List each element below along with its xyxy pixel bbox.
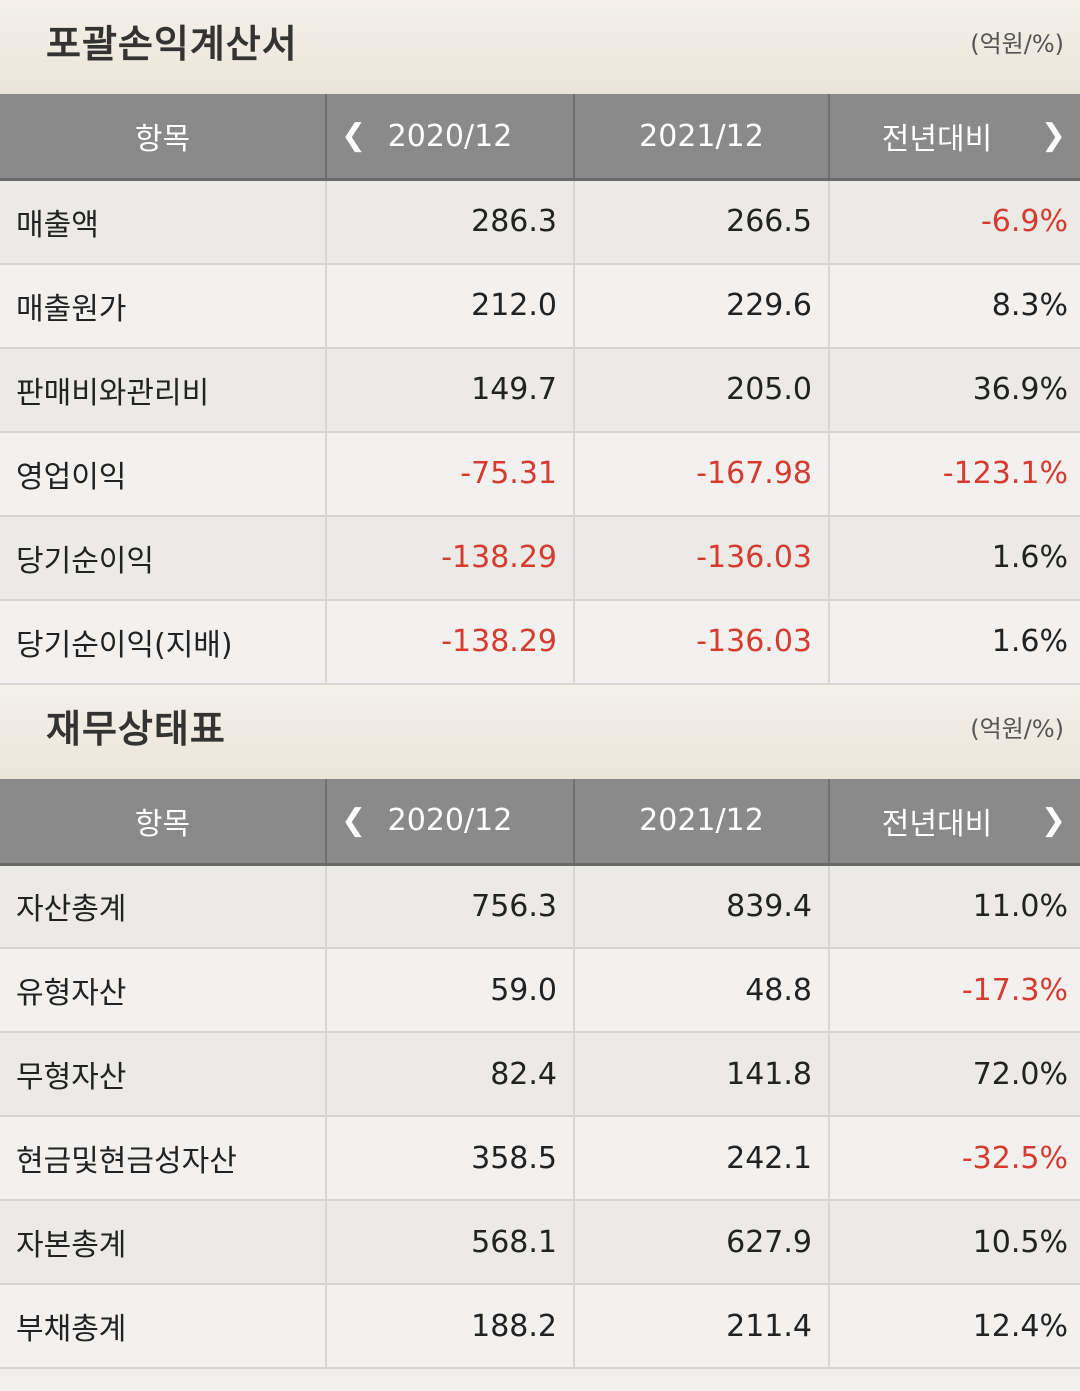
value-2020: 756.3: [326, 864, 575, 949]
value-yoy: 10.5%: [829, 1200, 1080, 1285]
column-header-2021: 2021/12: [574, 778, 830, 866]
row-label: 매출원가: [0, 263, 327, 349]
row-label: 당기순이익: [0, 515, 327, 601]
row-label: 영업이익: [0, 431, 327, 517]
value-2020: 82.4: [326, 1032, 575, 1117]
value-yoy: 12.4%: [829, 1284, 1080, 1369]
value-yoy: -17.3%: [829, 948, 1080, 1033]
table-row: 부채총계 188.2 211.4 12.4%: [0, 1284, 1080, 1369]
table-row: 유형자산 59.0 48.8 -17.3%: [0, 948, 1080, 1033]
value-2021: -136.03: [574, 599, 830, 685]
section-title: 포괄손익계산서: [46, 22, 298, 66]
value-2021: 141.8: [574, 1032, 830, 1117]
table-row: 판매비와관리비 149.7 205.0 36.9%: [0, 347, 1080, 433]
table-header-row: 항목 ❮ 2020/12 2021/12 전년대비 ❯: [0, 778, 1080, 866]
value-2021: -167.98: [574, 431, 830, 517]
value-2020: 59.0: [326, 948, 575, 1033]
unit-label: (억원/%): [970, 714, 1064, 743]
value-yoy: -123.1%: [829, 431, 1080, 517]
value-2021: 839.4: [574, 864, 830, 949]
value-2020: -138.29: [326, 515, 575, 601]
value-2021: 266.5: [574, 179, 830, 265]
column-header-item: 항목: [0, 94, 327, 181]
table-row: 당기순이익(지배) -138.29 -136.03 1.6%: [0, 599, 1080, 685]
value-yoy: 72.0%: [829, 1032, 1080, 1117]
table-row: 당기순이익 -138.29 -136.03 1.6%: [0, 515, 1080, 601]
value-2020: -138.29: [326, 599, 575, 685]
value-2020: -75.31: [326, 431, 575, 517]
value-2021: 242.1: [574, 1116, 830, 1201]
value-2020: 358.5: [326, 1116, 575, 1201]
row-label: 자본총계: [0, 1200, 327, 1285]
value-yoy: 1.6%: [829, 515, 1080, 601]
balance-sheet-header: 재무상태표 (억원/%): [0, 684, 1080, 779]
value-2021: 48.8: [574, 948, 830, 1033]
value-2021: 229.6: [574, 263, 830, 349]
table-row: 무형자산 82.4 141.8 72.0%: [0, 1032, 1080, 1117]
row-label: 무형자산: [0, 1032, 327, 1117]
row-label: 유형자산: [0, 948, 327, 1033]
value-2021: 627.9: [574, 1200, 830, 1285]
column-header-2020: ❮ 2020/12: [326, 778, 575, 866]
table-row: 매출원가 212.0 229.6 8.3%: [0, 263, 1080, 349]
column-header-yoy: 전년대비 ❯: [829, 778, 1080, 866]
column-header-2020: ❮ 2020/12: [326, 94, 575, 181]
value-2021: 205.0: [574, 347, 830, 433]
column-header-2021: 2021/12: [574, 94, 830, 181]
value-2020: 286.3: [326, 179, 575, 265]
chevron-left-icon[interactable]: ❮: [341, 118, 367, 153]
value-yoy: 8.3%: [829, 263, 1080, 349]
value-2020: 212.0: [326, 263, 575, 349]
row-label: 매출액: [0, 179, 327, 265]
row-label: 당기순이익(지배): [0, 599, 327, 685]
value-2020: 149.7: [326, 347, 575, 433]
row-label: 판매비와관리비: [0, 347, 327, 433]
value-2021: -136.03: [574, 515, 830, 601]
value-2021: 211.4: [574, 1284, 830, 1369]
table-row: 영업이익 -75.31 -167.98 -123.1%: [0, 431, 1080, 517]
column-header-item: 항목: [0, 778, 327, 866]
table-header-row: 항목 ❮ 2020/12 2021/12 전년대비 ❯: [0, 94, 1080, 181]
unit-label: (억원/%): [970, 30, 1064, 58]
value-2020: 188.2: [326, 1284, 575, 1369]
value-yoy: 1.6%: [829, 599, 1080, 685]
table-row: 자본총계 568.1 627.9 10.5%: [0, 1200, 1080, 1285]
value-yoy: 36.9%: [829, 347, 1080, 433]
value-yoy: -6.9%: [829, 179, 1080, 265]
chevron-right-icon[interactable]: ❯: [1040, 118, 1066, 153]
balance-sheet-table: 항목 ❮ 2020/12 2021/12 전년대비 ❯ 자산총계 756.3 8…: [0, 778, 1080, 1369]
table-row: 현금및현금성자산 358.5 242.1 -32.5%: [0, 1116, 1080, 1201]
row-label: 자산총계: [0, 864, 327, 949]
chevron-right-icon[interactable]: ❯: [1040, 802, 1066, 838]
income-statement-header: 포괄손익계산서 (억원/%): [0, 0, 1080, 94]
table-row: 자산총계 756.3 839.4 11.0%: [0, 864, 1080, 949]
column-header-yoy: 전년대비 ❯: [829, 94, 1080, 181]
section-title: 재무상태표: [46, 706, 226, 751]
chevron-left-icon[interactable]: ❮: [341, 802, 367, 838]
table-row: 매출액 286.3 266.5 -6.9%: [0, 179, 1080, 265]
value-yoy: 11.0%: [829, 864, 1080, 949]
value-yoy: -32.5%: [829, 1116, 1080, 1201]
income-statement-table: 항목 ❮ 2020/12 2021/12 전년대비 ❯ 매출액 286.3 26…: [0, 94, 1080, 685]
value-2020: 568.1: [326, 1200, 575, 1285]
row-label: 부채총계: [0, 1284, 327, 1369]
row-label: 현금및현금성자산: [0, 1116, 327, 1201]
